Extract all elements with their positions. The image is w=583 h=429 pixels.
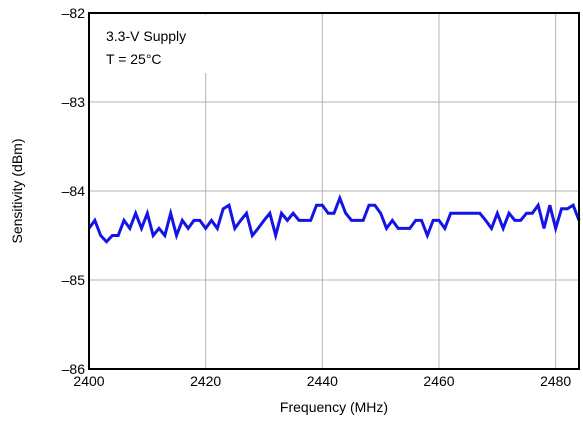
x-tick-label-0: 2400: [73, 373, 104, 389]
x-tick-label-2: 2440: [307, 373, 338, 389]
annotation-background: [91, 15, 211, 73]
x-tick-label-4: 2480: [540, 373, 571, 389]
y-tick-label-1: –85: [62, 272, 86, 288]
tick-labels: 2400 2420 2440 2460 2480 –86 –85 –84 –83 –82: [62, 5, 572, 389]
annotation-line-1: 3.3-V Supply: [106, 28, 186, 44]
y-tick-label-0: –86: [62, 361, 86, 377]
series-line-0: [87, 193, 581, 244]
x-axis-label: Frequency (MHz): [280, 399, 388, 415]
x-tick-label-3: 2460: [423, 373, 454, 389]
y-tick-label-3: –83: [62, 94, 86, 110]
annotation-line-2: T = 25°C: [106, 51, 162, 67]
y-tick-label-2: –84: [62, 183, 86, 199]
x-tick-label-1: 2420: [190, 373, 221, 389]
y-tick-label-4: –82: [62, 5, 86, 21]
grid-lines: [89, 13, 579, 369]
plot-frame: [88, 12, 580, 370]
y-axis-label: Sensitivity (dBm): [9, 138, 25, 243]
series-layer: [87, 193, 581, 244]
